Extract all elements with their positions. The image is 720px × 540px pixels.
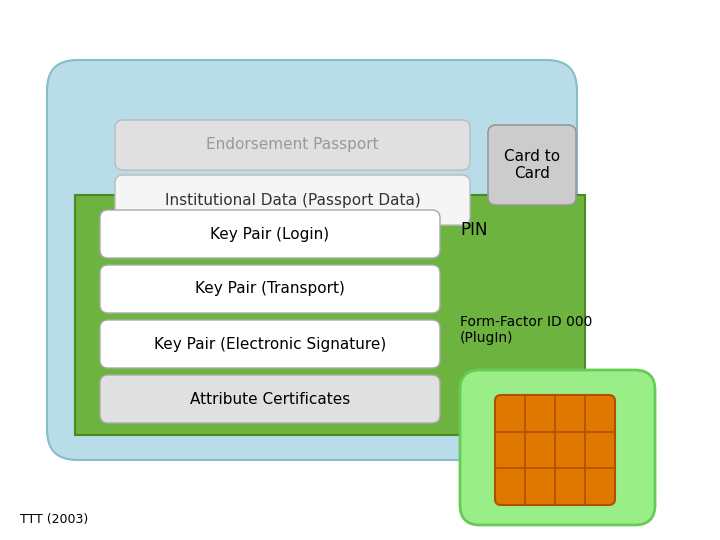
FancyBboxPatch shape <box>115 175 470 225</box>
FancyBboxPatch shape <box>488 125 576 205</box>
Text: Card to
Card: Card to Card <box>504 149 560 181</box>
FancyBboxPatch shape <box>100 375 440 423</box>
Text: Attribute Certificates: Attribute Certificates <box>190 392 350 407</box>
FancyBboxPatch shape <box>495 395 615 505</box>
Text: Form-Factor ID 000
(PlugIn): Form-Factor ID 000 (PlugIn) <box>460 315 593 345</box>
FancyBboxPatch shape <box>100 320 440 368</box>
FancyBboxPatch shape <box>460 370 655 525</box>
Text: Key Pair (Electronic Signature): Key Pair (Electronic Signature) <box>154 336 386 352</box>
FancyBboxPatch shape <box>100 265 440 313</box>
Text: Key Pair (Login): Key Pair (Login) <box>210 226 330 241</box>
FancyBboxPatch shape <box>100 210 440 258</box>
Text: Endorsement Passport: Endorsement Passport <box>206 138 379 152</box>
Bar <box>75 195 585 435</box>
FancyBboxPatch shape <box>47 60 577 460</box>
FancyBboxPatch shape <box>115 120 470 170</box>
Text: Key Pair (Transport): Key Pair (Transport) <box>195 281 345 296</box>
Text: Institutional Data (Passport Data): Institutional Data (Passport Data) <box>165 192 420 207</box>
Text: TTT (2003): TTT (2003) <box>20 514 89 526</box>
Text: PIN: PIN <box>460 221 487 239</box>
